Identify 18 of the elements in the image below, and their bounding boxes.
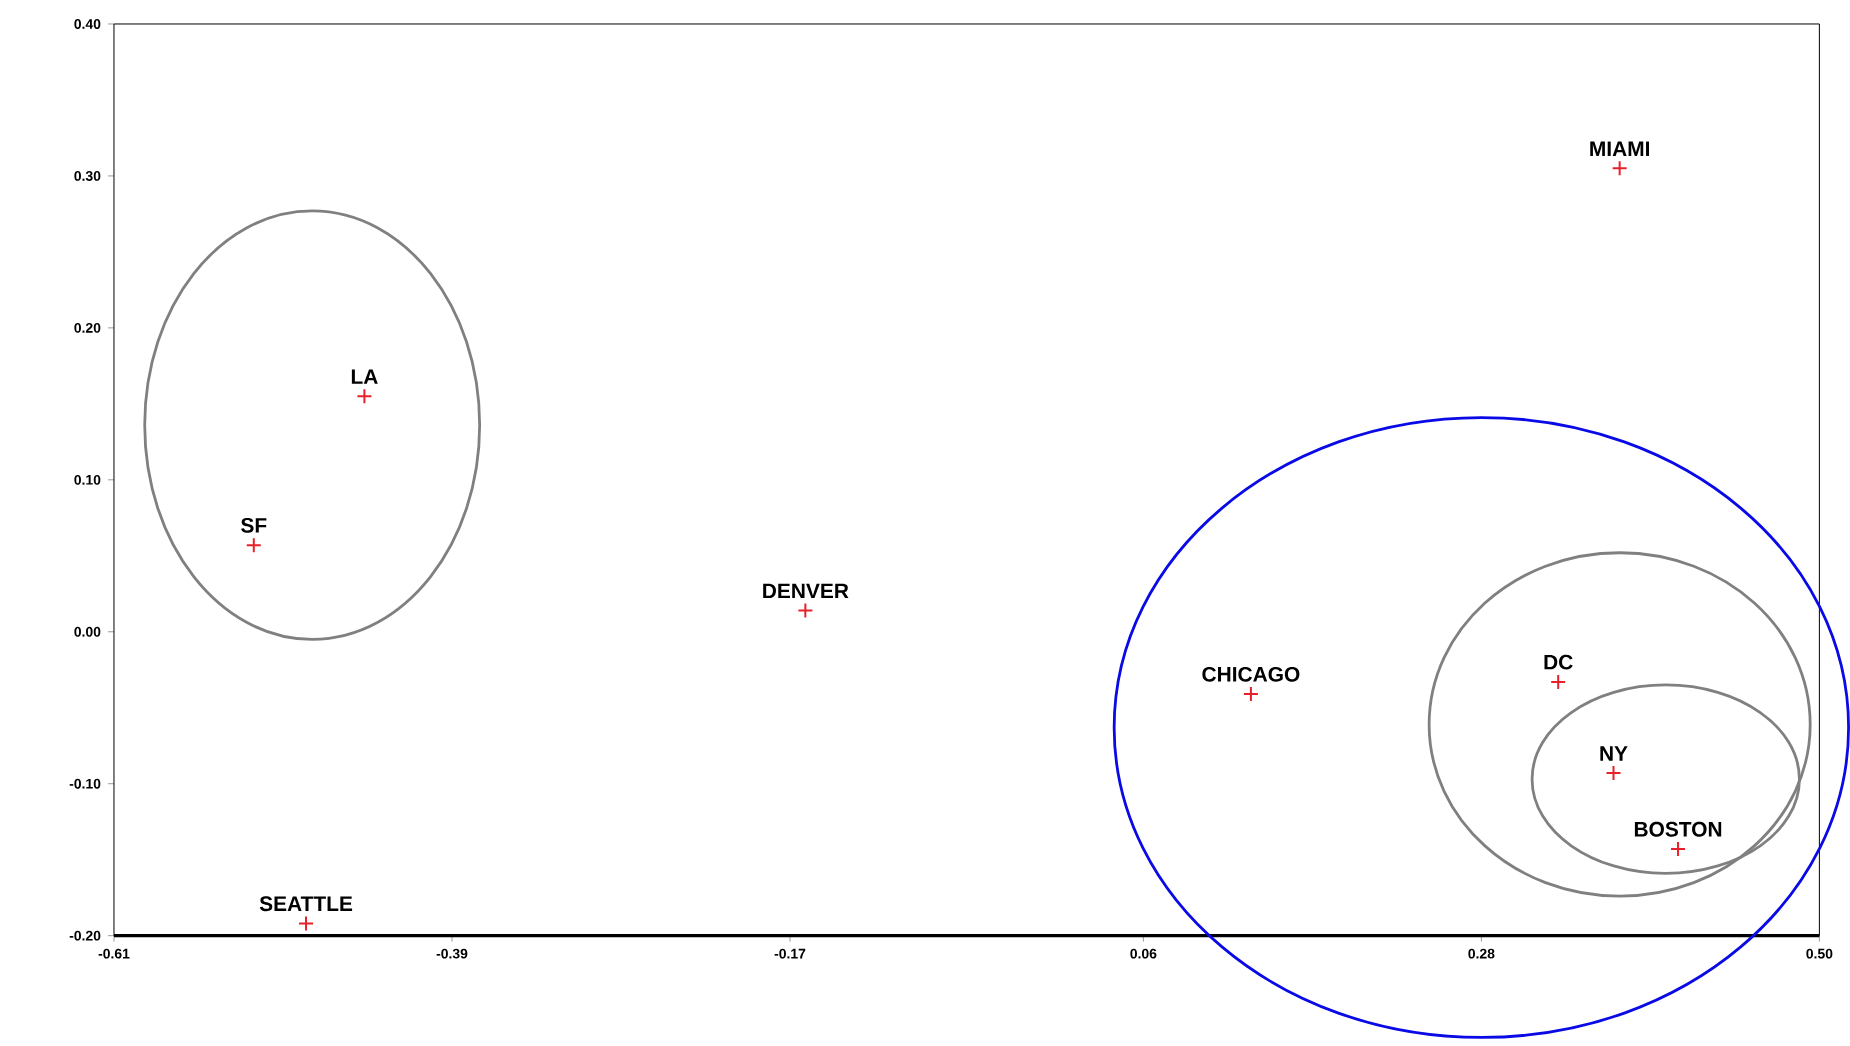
point bbox=[797, 602, 814, 619]
annotation: NY bbox=[1600, 746, 1628, 761]
point bbox=[1670, 841, 1687, 858]
point bbox=[1611, 160, 1628, 177]
annotation: DENVER bbox=[763, 583, 849, 599]
annotation: BOSTON bbox=[1634, 822, 1722, 837]
annotation: MIAMI bbox=[1590, 141, 1650, 157]
annotation: LA bbox=[351, 369, 378, 385]
point bbox=[1550, 674, 1567, 691]
point bbox=[298, 915, 315, 932]
point bbox=[356, 388, 373, 405]
point bbox=[1605, 765, 1622, 782]
annotation: CHICAGO bbox=[1202, 667, 1300, 682]
point bbox=[1242, 686, 1259, 703]
annotation: DC bbox=[1544, 654, 1573, 670]
point bbox=[245, 537, 262, 554]
annotation: SEATTLE bbox=[259, 896, 353, 912]
annotation: SF bbox=[241, 518, 267, 533]
